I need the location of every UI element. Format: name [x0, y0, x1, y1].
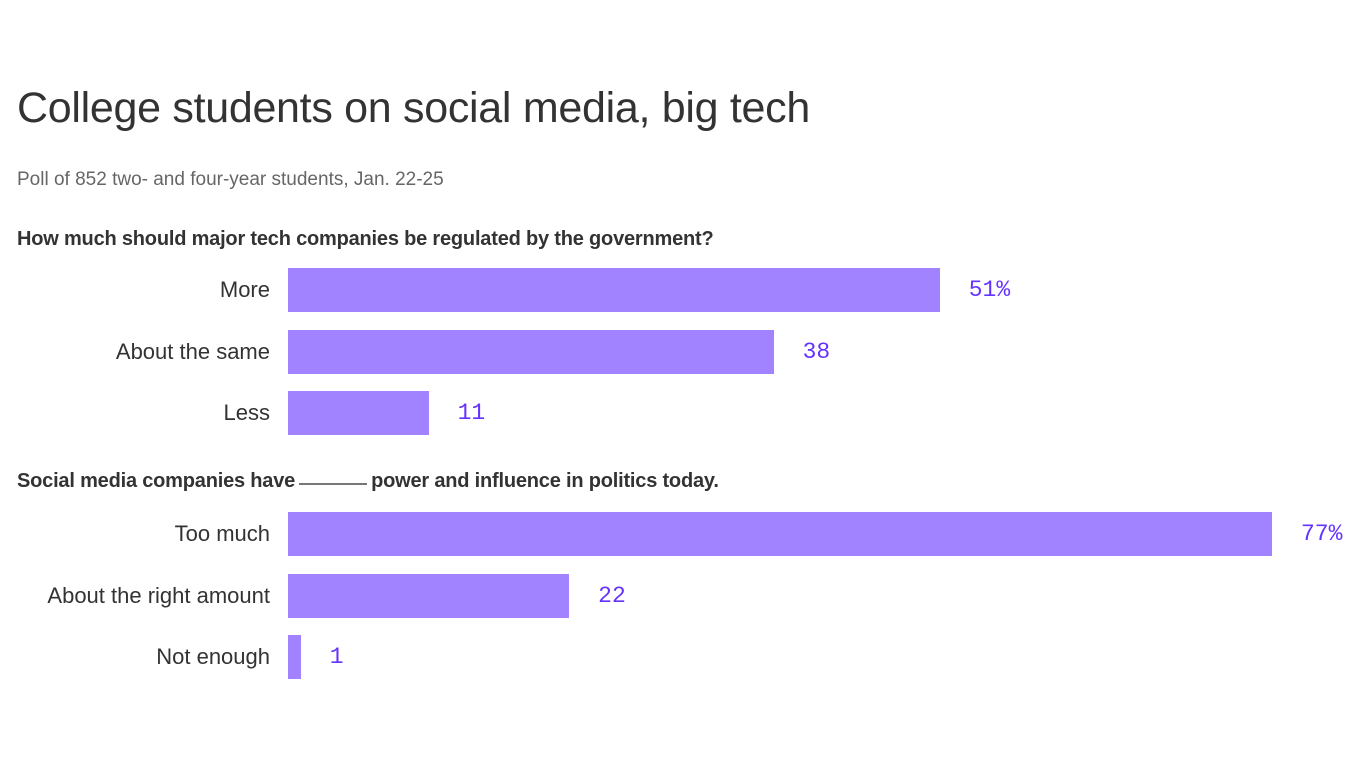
data-label: 77% [1301, 521, 1343, 547]
category-label: Not enough [156, 644, 270, 669]
data-label: 38 [802, 338, 831, 365]
category-label: More [219, 277, 270, 302]
category-label: Too much [174, 521, 270, 546]
category-label: Less [223, 400, 270, 425]
bar [288, 391, 429, 435]
question-1-title: How much should major tech companies be … [17, 228, 714, 250]
blank-line [299, 483, 368, 485]
bar [288, 512, 1272, 556]
data-label: 51% [968, 277, 1011, 303]
bar [288, 635, 301, 679]
question-2-title-start: Social media companies have [17, 470, 296, 492]
category-label: About the right amount [47, 582, 270, 608]
bar [288, 573, 570, 618]
category-label: About the same [115, 338, 270, 364]
question-2-title: Social media companies have power and inf… [17, 470, 719, 493]
question-2-title-end: power and influence in politics today. [371, 470, 719, 492]
data-label: 22 [598, 582, 626, 609]
chart-subtitle: Poll of 852 two- and four-year students,… [17, 169, 444, 190]
data-label: 1 [329, 644, 344, 670]
bar [288, 268, 940, 312]
chart-title: College students on social media, big te… [17, 84, 810, 132]
bar [288, 329, 774, 374]
data-label: 11 [457, 400, 486, 426]
